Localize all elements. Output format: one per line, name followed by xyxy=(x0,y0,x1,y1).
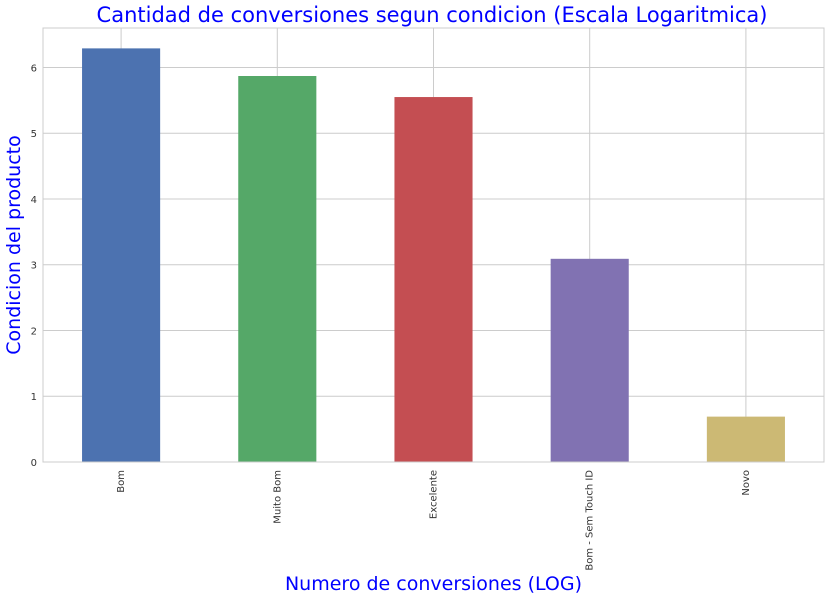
y-tick-label: 5 xyxy=(31,129,37,140)
y-tick-label: 1 xyxy=(31,392,37,403)
x-tick-label: Muito Bom xyxy=(272,470,283,524)
x-tick-label: Excelente xyxy=(429,470,440,519)
y-tick-label: 0 xyxy=(31,458,37,469)
y-tick-label: 2 xyxy=(31,326,37,337)
plot-frame xyxy=(42,27,825,463)
y-tick-label: 6 xyxy=(31,63,37,74)
y-tick-label: 4 xyxy=(31,195,37,206)
bar-novo xyxy=(706,416,785,462)
x-tick-label: Bom xyxy=(116,470,127,493)
x-tick-label: Bom - Sem Touch ID xyxy=(585,470,596,571)
bar-bom xyxy=(82,48,161,462)
y-tick-label: 3 xyxy=(31,261,37,272)
bar-bom-sem-touch-id xyxy=(550,258,629,462)
x-tick-labels: Bom Muito Bom Excelente Bom - Sem Touch ID N… xyxy=(116,470,752,571)
chart-title: Cantidad de conversiones segun condicion… xyxy=(97,3,768,27)
y-tick-labels: 0 1 2 3 4 5 6 xyxy=(31,63,37,469)
x-axis-label: Numero de conversiones (LOG) xyxy=(285,573,582,595)
bars xyxy=(82,48,785,463)
bar-muito-bom xyxy=(238,76,317,463)
x-tick-label: Novo xyxy=(741,470,752,496)
y-axis-label: Condicion del producto xyxy=(3,135,25,354)
bar-excelente xyxy=(394,97,473,462)
